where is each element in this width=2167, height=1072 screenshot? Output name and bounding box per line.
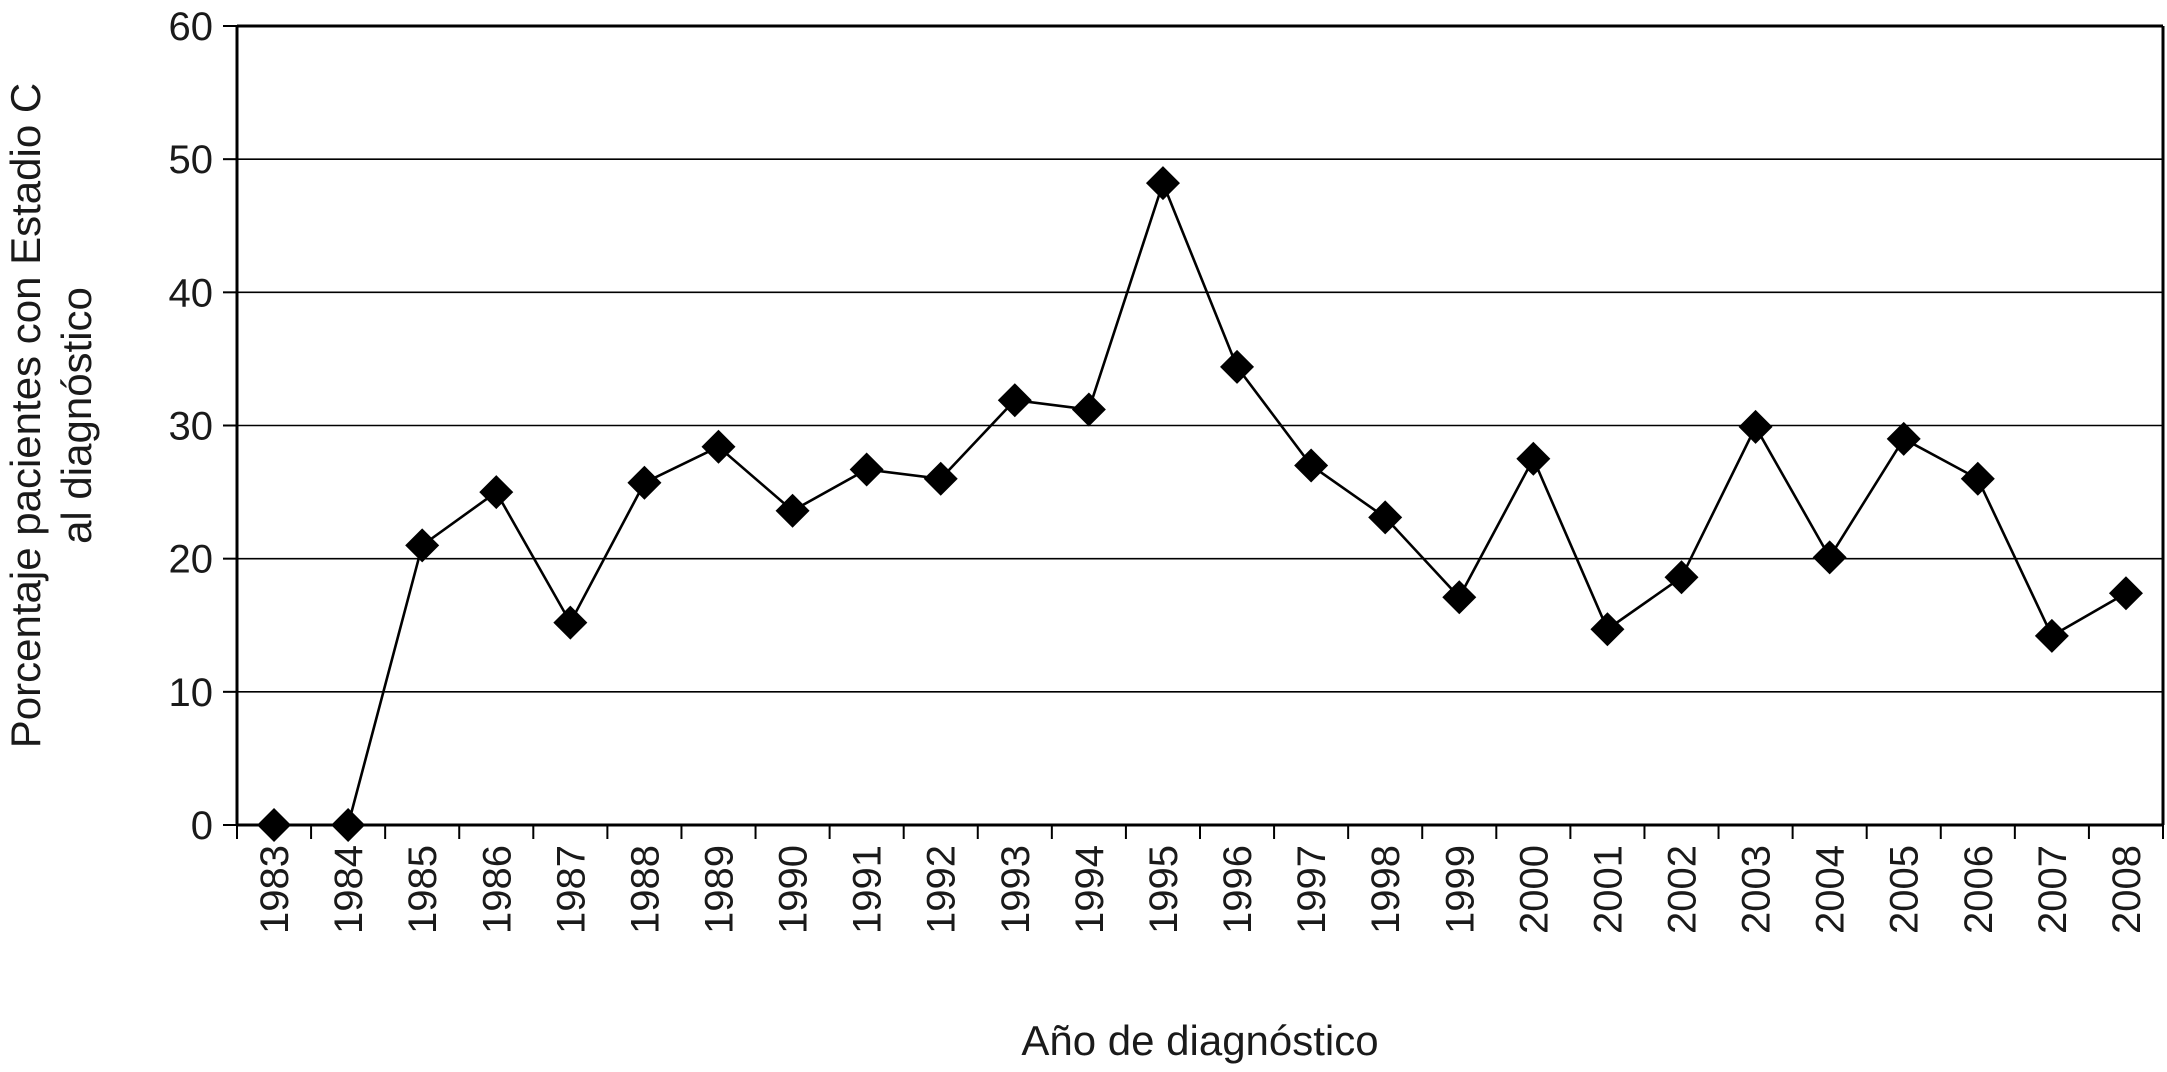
x-tick-labels: 1983 1984 1985 1986 1987 1988 1989 1990 1991 1992… (253, 845, 2149, 934)
data-point-1988 (627, 465, 662, 500)
x-tick-label: 1984 (327, 845, 371, 934)
x-tick-label: 1983 (253, 845, 297, 934)
y-axis-title-line-2: al diagnóstico (53, 287, 100, 544)
data-point-1991 (849, 452, 884, 487)
x-tick-label: 1999 (1438, 845, 1482, 934)
data-point-1985 (405, 528, 440, 563)
x-tick-label: 2004 (1809, 845, 1853, 934)
y-tick-label: 0 (191, 804, 213, 848)
x-tick-label: 1995 (1142, 845, 1186, 934)
gridlines (237, 25, 2163, 693)
series (257, 166, 2143, 842)
x-tick-label: 2001 (1586, 845, 1630, 934)
data-point-1998 (1368, 500, 1403, 535)
axes (223, 24, 2165, 839)
y-tick-label: 60 (169, 5, 214, 49)
x-tick-label: 2005 (1883, 845, 1927, 934)
x-tick-label: 1987 (549, 845, 593, 934)
x-tick-label: 2006 (1957, 845, 2001, 934)
series-line (274, 179, 2127, 827)
x-tick-label: 2008 (2105, 845, 2149, 934)
data-point-1996 (1220, 349, 1255, 384)
data-point-1993 (997, 383, 1032, 418)
data-point-1986 (479, 475, 514, 510)
x-tick-label: 1992 (920, 845, 964, 934)
data-point-2007 (2034, 618, 2069, 653)
x-tick-label: 1997 (1290, 845, 1334, 934)
data-point-1987 (553, 605, 588, 640)
x-axis-title: Año de diagnóstico (1021, 1017, 1378, 1064)
y-tick-label: 50 (169, 138, 214, 182)
x-tick-label: 1986 (475, 845, 519, 934)
data-point-1989 (701, 429, 736, 464)
x-tick-label: 2002 (1661, 845, 1705, 934)
x-tick-label: 1993 (994, 845, 1038, 934)
x-tick-label: 1996 (1216, 845, 1260, 934)
data-point-1992 (923, 461, 958, 496)
x-tick-label: 2007 (2031, 845, 2075, 934)
data-point-1997 (1294, 448, 1329, 483)
x-tick-label: 1991 (846, 845, 890, 934)
x-tick-label: 1998 (1364, 845, 1408, 934)
data-point-2003 (1738, 409, 1773, 444)
x-tick-label: 1990 (772, 845, 816, 934)
data-point-1990 (775, 493, 810, 528)
data-point-2001 (1590, 612, 1625, 647)
x-tick-label: 1989 (698, 845, 742, 934)
y-tick-label: 20 (169, 538, 214, 582)
y-tick-label: 10 (169, 671, 214, 715)
data-point-1984 (331, 808, 366, 842)
data-point-2000 (1516, 441, 1551, 476)
data-point-2006 (1960, 461, 1995, 496)
x-tick-label: 1988 (623, 845, 667, 934)
axis-titles: Año de diagnóstico Porcentaje pacientes … (2, 83, 1379, 1064)
y-tick-label: 40 (169, 271, 214, 315)
data-point-1994 (1071, 392, 1106, 427)
data-point-2004 (1812, 540, 1847, 575)
y-tick-label: 30 (169, 405, 214, 449)
data-point-2005 (1886, 421, 1921, 456)
y-axis-title-line-1: Porcentaje pacientes con Estadio C (2, 83, 49, 748)
x-tick-label: 1994 (1068, 845, 1112, 934)
data-point-2008 (2108, 576, 2143, 611)
data-point-1999 (1442, 580, 1477, 615)
x-tick-label: 1985 (401, 845, 445, 934)
x-tick-label: 2000 (1512, 845, 1556, 934)
data-point-2002 (1664, 560, 1699, 595)
y-tick-labels: 0 10 20 30 40 50 60 (169, 5, 214, 848)
x-tick-label: 2003 (1735, 845, 1779, 934)
data-point-1995 (1145, 166, 1180, 201)
data-point-1983 (257, 808, 292, 842)
